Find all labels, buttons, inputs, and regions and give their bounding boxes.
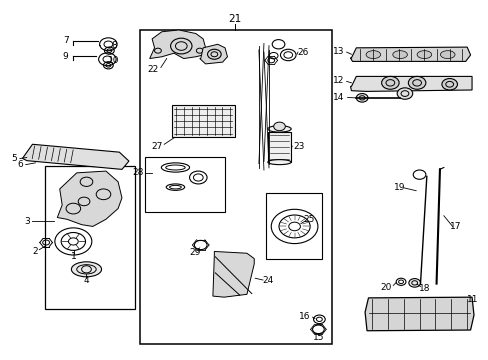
Text: 10: 10 [108,56,120,65]
Polygon shape [200,44,227,64]
Circle shape [396,88,412,99]
Text: 19: 19 [393,183,405,192]
Text: 28: 28 [132,168,143,177]
Text: 25: 25 [303,215,314,224]
Text: 11: 11 [467,295,478,304]
Text: 21: 21 [228,14,241,24]
Text: 4: 4 [83,276,89,285]
Ellipse shape [416,51,431,59]
Text: 18: 18 [418,284,429,293]
Text: 20: 20 [379,283,390,292]
Circle shape [408,279,420,287]
Bar [267,132,290,162]
Polygon shape [212,251,254,297]
Text: 2: 2 [33,247,38,256]
Text: 7: 7 [62,36,68,45]
Polygon shape [57,171,122,226]
Ellipse shape [267,126,290,132]
Text: 15: 15 [312,333,324,342]
Text: 6: 6 [18,160,23,169]
Circle shape [273,122,285,131]
Text: 9: 9 [62,52,68,61]
Circle shape [441,78,457,90]
Text: 5: 5 [11,154,17,163]
Text: 27: 27 [151,141,163,150]
Text: 23: 23 [293,141,304,150]
Polygon shape [22,144,129,170]
Text: 16: 16 [299,312,310,321]
Text: 14: 14 [332,93,344,102]
Text: 8: 8 [111,41,117,50]
Polygon shape [350,47,469,62]
Text: 1: 1 [71,252,77,261]
Polygon shape [350,76,471,91]
Bar [144,157,224,212]
Ellipse shape [366,51,380,59]
Text: 26: 26 [297,48,308,57]
Text: 12: 12 [332,76,344,85]
Text: 24: 24 [262,275,273,284]
Ellipse shape [71,262,102,277]
Circle shape [407,76,425,89]
Text: 22: 22 [147,66,159,75]
Text: 13: 13 [332,47,344,56]
Bar [45,166,135,309]
Ellipse shape [392,51,407,59]
Bar [266,193,322,258]
Polygon shape [149,30,205,59]
Bar [171,105,234,137]
Ellipse shape [267,159,290,165]
Text: 3: 3 [24,217,30,226]
Polygon shape [365,297,473,331]
Bar [140,30,331,344]
Text: 29: 29 [189,248,200,257]
Circle shape [356,94,367,102]
Circle shape [381,76,398,89]
Ellipse shape [440,51,454,59]
Text: 17: 17 [449,222,461,231]
